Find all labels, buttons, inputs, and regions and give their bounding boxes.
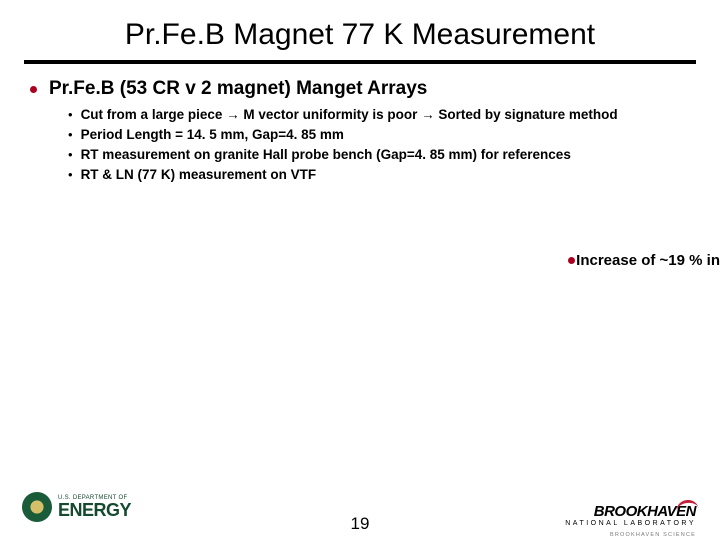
bnl-sub-text: NATIONAL LABORATORY xyxy=(565,520,696,527)
bnl-main-text: BROOKHAVEN xyxy=(565,504,696,519)
slide-title: Pr.Fe.B Magnet 77 K Measurement xyxy=(0,0,720,60)
sub-bullet-item: • Cut from a large piece → M vector unif… xyxy=(68,106,690,124)
increase-note: Increase of ~19 % in xyxy=(568,252,720,269)
page-number: 19 xyxy=(351,514,370,534)
sub-bullet-dot-icon: • xyxy=(68,106,73,124)
sub-bullet-text: RT measurement on granite Hall probe ben… xyxy=(81,146,571,164)
sub-bullet-item: • Period Length = 14. 5 mm, Gap=4. 85 mm xyxy=(68,126,690,144)
bullet-dot-icon xyxy=(568,257,575,264)
sub-bullet-text: Period Length = 14. 5 mm, Gap=4. 85 mm xyxy=(81,126,344,144)
sub-bullet-item: • RT & LN (77 K) measurement on VTF xyxy=(68,166,690,184)
increase-note-text: Increase of ~19 % in xyxy=(576,252,720,269)
sub-bullet-text: RT & LN (77 K) measurement on VTF xyxy=(81,166,317,184)
main-bullet-text: Pr.Fe.B (53 CR v 2 magnet) Manget Arrays xyxy=(49,78,427,100)
doe-text: U.S. DEPARTMENT OF ENERGY xyxy=(58,495,131,519)
slide-footer: U.S. DEPARTMENT OF ENERGY 19 BROOKHAVEN … xyxy=(0,484,720,540)
bullet-dot-icon xyxy=(30,86,37,93)
brookhaven-logo: BROOKHAVEN NATIONAL LABORATORY BROOKHAVE… xyxy=(565,504,696,539)
main-bullet: Pr.Fe.B (53 CR v 2 magnet) Manget Arrays xyxy=(0,78,720,104)
doe-big-text: ENERGY xyxy=(58,501,131,519)
doe-seal-icon xyxy=(22,492,52,522)
doe-energy-logo: U.S. DEPARTMENT OF ENERGY xyxy=(22,492,131,522)
sub-bullet-dot-icon: • xyxy=(68,126,73,144)
sub-bullet-text: Cut from a large piece → M vector unifor… xyxy=(81,106,618,124)
sub-bullet-list: • Cut from a large piece → M vector unif… xyxy=(0,104,720,184)
title-underline xyxy=(24,60,696,64)
sub-bullet-item: • RT measurement on granite Hall probe b… xyxy=(68,146,690,164)
bnl-science-text: BROOKHAVEN SCIENCE xyxy=(565,533,696,539)
sub-bullet-dot-icon: • xyxy=(68,166,73,184)
sub-bullet-dot-icon: • xyxy=(68,146,73,164)
